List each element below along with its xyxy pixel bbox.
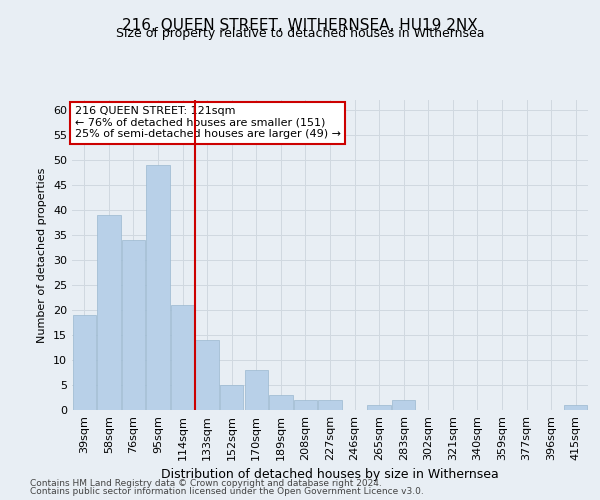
Bar xyxy=(367,405,391,410)
Bar xyxy=(171,305,194,410)
Bar xyxy=(122,240,145,410)
Text: Size of property relative to detached houses in Withernsea: Size of property relative to detached ho… xyxy=(116,28,484,40)
Bar xyxy=(73,315,96,410)
X-axis label: Distribution of detached houses by size in Withernsea: Distribution of detached houses by size … xyxy=(161,468,499,481)
Bar xyxy=(196,340,219,410)
Bar xyxy=(294,400,317,410)
Bar xyxy=(220,385,244,410)
Bar xyxy=(146,165,170,410)
Bar xyxy=(564,405,587,410)
Text: 216, QUEEN STREET, WITHERNSEA, HU19 2NX: 216, QUEEN STREET, WITHERNSEA, HU19 2NX xyxy=(122,18,478,32)
Y-axis label: Number of detached properties: Number of detached properties xyxy=(37,168,47,342)
Bar xyxy=(392,400,415,410)
Bar xyxy=(269,395,293,410)
Bar xyxy=(319,400,341,410)
Text: Contains HM Land Registry data © Crown copyright and database right 2024.: Contains HM Land Registry data © Crown c… xyxy=(30,478,382,488)
Bar xyxy=(245,370,268,410)
Text: Contains public sector information licensed under the Open Government Licence v3: Contains public sector information licen… xyxy=(30,487,424,496)
Text: 216 QUEEN STREET: 121sqm
← 76% of detached houses are smaller (151)
25% of semi-: 216 QUEEN STREET: 121sqm ← 76% of detach… xyxy=(74,106,341,140)
Bar xyxy=(97,215,121,410)
